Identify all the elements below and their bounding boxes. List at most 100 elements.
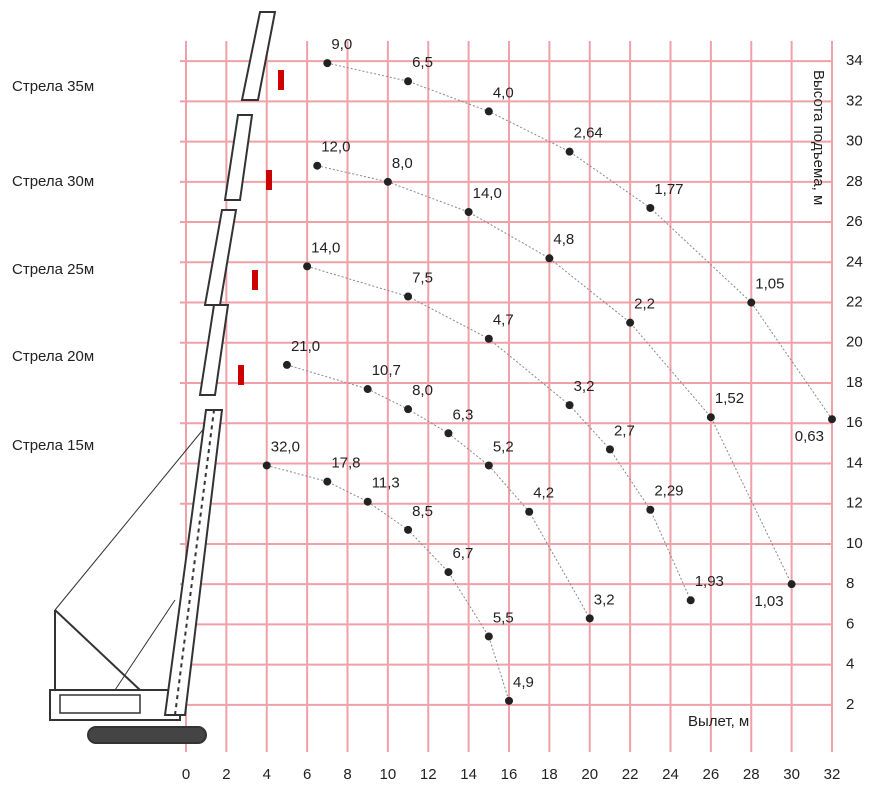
point: [323, 59, 332, 68]
value-label: 14,0: [473, 185, 502, 202]
value-label: 17,8: [331, 455, 360, 472]
y-tick-label: 32: [846, 92, 863, 109]
point: [747, 298, 756, 307]
x-tick-label: 18: [541, 766, 558, 783]
point: [444, 429, 453, 438]
value-label: 5,5: [493, 609, 514, 626]
point: [404, 77, 413, 86]
x-tick-label: 16: [501, 766, 518, 783]
line: [327, 62, 833, 420]
x-tick-label: 12: [420, 766, 437, 783]
value-label: 14,0: [311, 239, 340, 256]
value-label: 0,63: [795, 428, 824, 445]
y-tick-label: 24: [846, 253, 863, 270]
value-label: 3,2: [574, 378, 595, 395]
point: [303, 262, 312, 271]
value-label: 7,5: [412, 269, 433, 286]
x-tick-label: 4: [263, 766, 271, 783]
value-label: 21,0: [291, 338, 320, 355]
point: [404, 525, 413, 534]
x-tick-label: 20: [581, 766, 598, 783]
y-tick-label: 28: [846, 173, 863, 190]
point: [565, 147, 574, 156]
grid: [180, 41, 833, 752]
value-label: 9,0: [331, 36, 352, 53]
point: [646, 203, 655, 212]
point: [484, 461, 493, 470]
point: [484, 632, 493, 641]
value-label: 4,2: [533, 485, 554, 502]
value-label: 2,64: [574, 125, 603, 142]
point: [828, 415, 836, 424]
y-tick-label: 14: [846, 454, 863, 471]
x-tick-label: 22: [622, 766, 639, 783]
value-label: 8,0: [392, 155, 413, 172]
value-label: 1,93: [695, 573, 724, 590]
value-label: 2,7: [614, 422, 635, 439]
value-label: 10,7: [372, 362, 401, 379]
x-tick-label: 6: [303, 766, 311, 783]
legend-label: Стрела 20м: [12, 348, 94, 365]
value-label: 6,5: [412, 54, 433, 71]
y-tick-label: 22: [846, 293, 863, 310]
point: [626, 318, 635, 327]
point: [686, 596, 695, 605]
point: [545, 254, 554, 263]
x-tick-label: 14: [460, 766, 477, 783]
point: [282, 360, 291, 369]
value-label: 12,0: [321, 139, 350, 156]
value-label: 1,05: [755, 275, 784, 292]
x-tick-label: 30: [783, 766, 800, 783]
y-tick-label: 8: [846, 575, 854, 592]
point: [605, 445, 614, 454]
value-label: 1,52: [715, 390, 744, 407]
x-axis-title: Вылет, м: [688, 713, 749, 730]
x-tick-label: 10: [380, 766, 397, 783]
value-label: 3,2: [594, 591, 615, 608]
y-tick-label: 4: [846, 656, 854, 673]
legend-label: Стрела 35м: [12, 78, 94, 95]
point: [444, 568, 453, 577]
value-label: 4,0: [493, 84, 514, 101]
point: [787, 580, 796, 589]
value-label: 8,5: [412, 503, 433, 520]
value-label: 6,7: [452, 545, 473, 562]
point: [464, 208, 473, 216]
value-label: 4,9: [513, 674, 534, 691]
value-label: 4,7: [493, 312, 514, 329]
value-label: 11,3: [372, 475, 400, 492]
point: [313, 161, 322, 170]
x-tick-label: 26: [703, 766, 720, 783]
point: [525, 507, 534, 516]
value-label: 1,03: [754, 593, 783, 610]
point: [646, 505, 655, 514]
legend-label: Стрела 25м: [12, 261, 94, 278]
point: [404, 405, 413, 414]
y-tick-label: 2: [846, 696, 854, 713]
x-tick-label: 8: [343, 766, 351, 783]
legend-label: Стрела 30м: [12, 173, 94, 190]
value-label: 8,0: [412, 382, 433, 399]
y-tick-label: 18: [846, 374, 863, 391]
point: [383, 177, 392, 186]
point: [484, 107, 493, 116]
x-tick-label: 2: [222, 766, 230, 783]
point: [484, 334, 493, 343]
value-label: 4,8: [553, 231, 574, 248]
x-tick-label: 32: [824, 766, 841, 783]
point: [262, 461, 271, 470]
value-label: 5,2: [493, 438, 514, 455]
y-tick-label: 10: [846, 535, 863, 552]
value-label: 1,77: [654, 181, 683, 198]
point: [404, 292, 413, 301]
value-label: 32,0: [271, 438, 300, 455]
y-tick-label: 12: [846, 495, 863, 512]
legend-label: Стрела 15м: [12, 437, 94, 454]
y-tick-label: 6: [846, 615, 854, 632]
point: [363, 497, 372, 506]
y-tick-label: 30: [846, 133, 863, 150]
point: [565, 401, 574, 410]
point: [323, 477, 332, 486]
y-axis-title: Высота подъема, м: [810, 70, 827, 205]
